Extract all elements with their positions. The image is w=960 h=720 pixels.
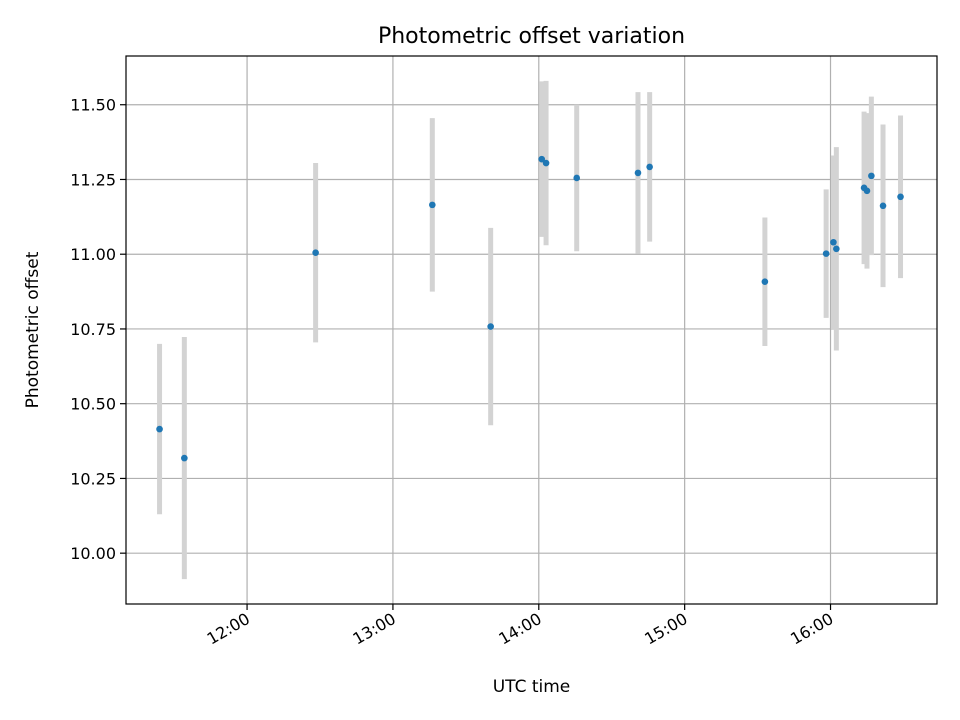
data-point xyxy=(487,323,494,330)
data-point xyxy=(542,159,550,167)
data-point xyxy=(761,278,769,286)
data-points xyxy=(156,155,904,462)
y-tick-label: 11.25 xyxy=(70,170,116,189)
data-point xyxy=(868,172,875,180)
x-tick-label: 13:00 xyxy=(349,609,398,649)
y-tick-label: 10.00 xyxy=(70,544,116,563)
plot-frame xyxy=(125,55,938,605)
x-axis-ticks: 12:00 13:00 14:00 15:00 16:00 xyxy=(204,604,837,649)
data-point xyxy=(634,169,642,177)
data-point xyxy=(833,245,840,253)
x-axis-label: UTC time xyxy=(493,677,571,697)
y-tick-label: 11.00 xyxy=(70,245,116,264)
y-tick-label: 10.25 xyxy=(70,469,116,488)
x-tick-label: 14:00 xyxy=(495,609,544,649)
data-point xyxy=(822,250,830,257)
data-point xyxy=(646,163,653,171)
y-tick-label: 11.50 xyxy=(70,96,116,115)
y-axis-label: Photometric offset xyxy=(23,251,43,408)
data-point xyxy=(429,201,436,209)
grid-lines xyxy=(126,56,937,604)
error-bars xyxy=(157,80,904,580)
y-tick-label: 10.50 xyxy=(70,395,116,414)
data-point xyxy=(863,187,871,195)
data-point xyxy=(156,425,163,433)
x-tick-label: 15:00 xyxy=(641,609,690,649)
y-axis-ticks: 10.00 10.25 10.50 10.75 11.00 11.25 11.50 xyxy=(70,96,126,563)
data-point xyxy=(312,249,319,257)
data-point xyxy=(538,155,546,163)
y-tick-label: 10.75 xyxy=(70,320,116,339)
data-point xyxy=(830,238,837,246)
x-tick-label: 16:00 xyxy=(787,609,836,649)
chart-title: Photometric offset variation xyxy=(378,24,685,49)
data-point xyxy=(573,174,581,182)
data-point xyxy=(879,202,887,210)
data-point xyxy=(897,193,904,201)
data-point xyxy=(181,454,188,462)
x-tick-label: 12:00 xyxy=(204,609,253,649)
